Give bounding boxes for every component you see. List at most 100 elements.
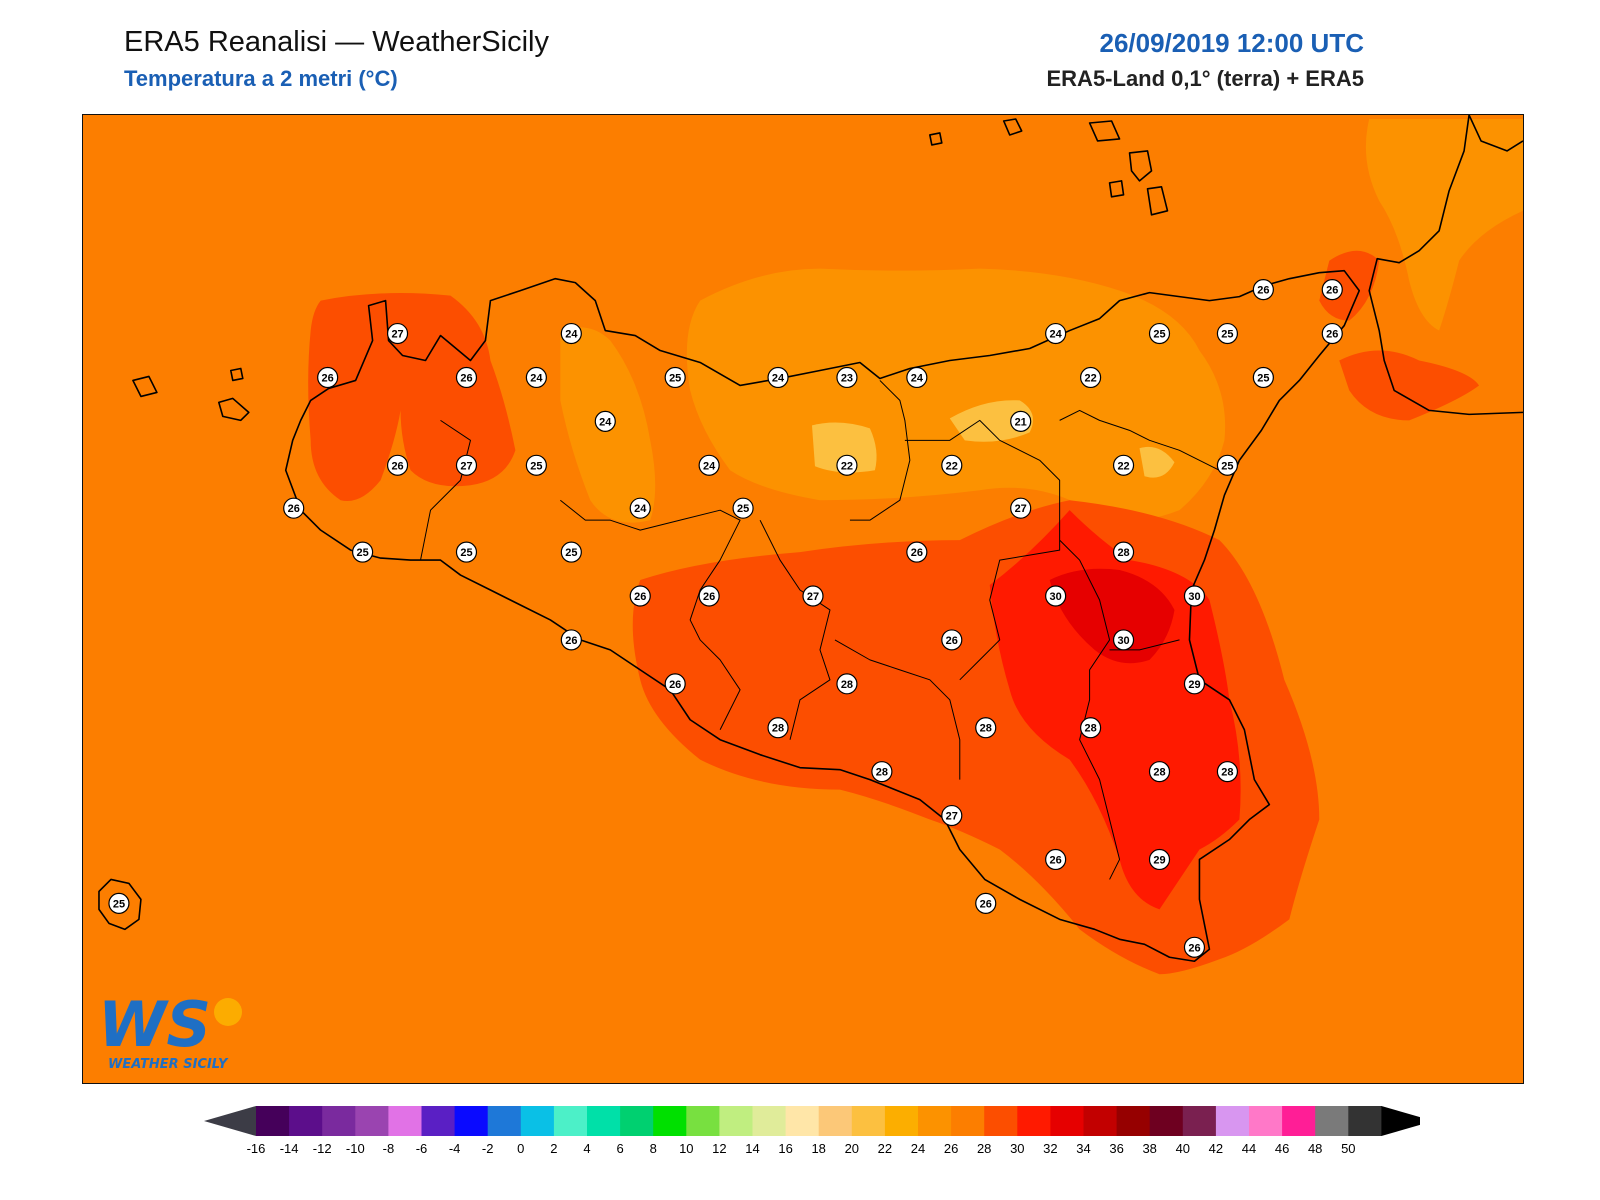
station-temperature: 25 [1257, 372, 1269, 384]
station-temperature: 26 [1326, 329, 1338, 341]
colorbar-cell [1282, 1106, 1316, 1136]
station-marker [1148, 761, 1171, 783]
station-temperature: 27 [946, 811, 958, 823]
station-label: 26 [1321, 279, 1343, 301]
colorbar-cell [785, 1106, 820, 1136]
station-label: 21 [1010, 410, 1032, 432]
colorbar-cell [653, 1106, 687, 1136]
colorbar-tick-label: -14 [280, 1141, 299, 1156]
station-marker [1080, 717, 1102, 739]
colorbar-cell [553, 1106, 588, 1136]
logo-letters: WS [98, 988, 211, 1061]
station-temperature: 25 [737, 503, 749, 515]
station-temperature: 27 [1015, 503, 1027, 515]
colorbar-cell [1149, 1106, 1184, 1136]
station-temperature: 26 [1257, 285, 1269, 297]
station-temperature: 29 [1153, 854, 1165, 866]
station-label: 25 [1252, 366, 1274, 389]
station-label: 26 [906, 541, 928, 563]
map-subtitle: Temperatura a 2 metri (°C) [124, 66, 398, 91]
colorbar-cell [1348, 1106, 1382, 1136]
colorbar-tick-label: 50 [1341, 1141, 1355, 1156]
colorbar-over-arrow [1381, 1106, 1420, 1136]
colorbar-cell [1017, 1106, 1051, 1136]
station-marker [698, 585, 720, 607]
station-temperature: 25 [113, 898, 125, 910]
station-marker [836, 454, 858, 476]
station-temperature: 24 [530, 372, 543, 384]
station-label: 24 [767, 366, 789, 389]
colorbar-cell [984, 1106, 1018, 1136]
station-marker [1010, 497, 1032, 519]
station-temperature: 26 [1050, 854, 1062, 866]
station-marker [941, 629, 963, 651]
station-marker [560, 322, 582, 345]
colorbar-tick-label: 16 [778, 1141, 792, 1156]
station-label: 26 [386, 454, 409, 476]
colorbar-tick-label: 10 [679, 1141, 693, 1156]
station-temperature: 28 [1153, 767, 1165, 779]
station-label: 25 [108, 892, 130, 914]
station-marker [732, 497, 754, 519]
station-marker [767, 717, 789, 739]
station-temperature: 25 [1221, 460, 1233, 472]
station-temperature: 26 [288, 503, 300, 515]
pantelleria-island [98, 878, 142, 931]
colorbar-tick-label: 30 [1010, 1141, 1024, 1156]
colorbar-cell [289, 1106, 323, 1136]
station-label: 27 [455, 454, 478, 476]
station-marker [1321, 322, 1343, 345]
station-label: 28 [1080, 717, 1102, 739]
station-label: 26 [317, 366, 339, 389]
station-label: 30 [1183, 585, 1206, 607]
station-temperature: 29 [1188, 679, 1200, 691]
station-marker [1045, 848, 1067, 871]
station-marker [941, 804, 963, 827]
station-label: 24 [525, 366, 547, 389]
station-label: 30 [1112, 629, 1135, 651]
station-temperature: 25 [460, 547, 472, 559]
station-temperature: 26 [1326, 285, 1338, 297]
station-temperature: 24 [911, 372, 924, 384]
egadi-islands [132, 367, 250, 422]
station-label: 25 [560, 541, 582, 563]
station-temperature: 26 [391, 460, 403, 472]
colorbar-cell [686, 1106, 720, 1136]
station-temperature: 25 [669, 372, 681, 384]
colorbar-cell [851, 1106, 886, 1136]
station-marker [1010, 410, 1032, 432]
colorbar-cell [520, 1106, 555, 1136]
sun-icon [214, 998, 242, 1026]
station-temperature: 28 [1221, 767, 1233, 779]
station-marker [629, 497, 651, 519]
station-marker [767, 366, 789, 389]
station-temperature: 25 [1221, 329, 1233, 341]
station-marker [1252, 366, 1274, 389]
colorbar-tick-label: -10 [346, 1141, 365, 1156]
station-label: 26 [1045, 848, 1067, 871]
station-marker [560, 541, 582, 563]
temperature-fill-areas [308, 118, 1523, 975]
colorbar-tick-label: 20 [845, 1141, 859, 1156]
colorbar-tick-label: 48 [1308, 1141, 1322, 1156]
temperature-colorbar: -16 -14 -12 -10 -8 -6 -4 -2 0 2 4 6 8 10 12 14 16 18 20 22 2… [204, 1106, 1420, 1156]
station-label: 27 [386, 322, 409, 345]
station-label: 24 [698, 454, 720, 476]
station-temperature: 24 [703, 460, 716, 472]
station-marker [283, 497, 305, 519]
station-temperature: 24 [1050, 329, 1063, 341]
station-label: 25 [664, 366, 686, 389]
colorbar-tick-label: 38 [1142, 1141, 1156, 1156]
calabria-coastline [1368, 115, 1523, 416]
station-marker [352, 541, 374, 563]
station-label: 25 [1216, 454, 1238, 476]
station-marker [906, 541, 928, 563]
station-label: 26 [283, 497, 305, 519]
station-label: 26 [560, 629, 582, 651]
station-temperature: 26 [460, 372, 472, 384]
station-temperature: 28 [841, 679, 853, 691]
colorbar-cell [454, 1106, 489, 1136]
station-temperature: 30 [1117, 635, 1129, 647]
map-title: ERA5 Reanalisi — WeatherSicily [124, 26, 549, 58]
station-marker [1080, 366, 1102, 389]
